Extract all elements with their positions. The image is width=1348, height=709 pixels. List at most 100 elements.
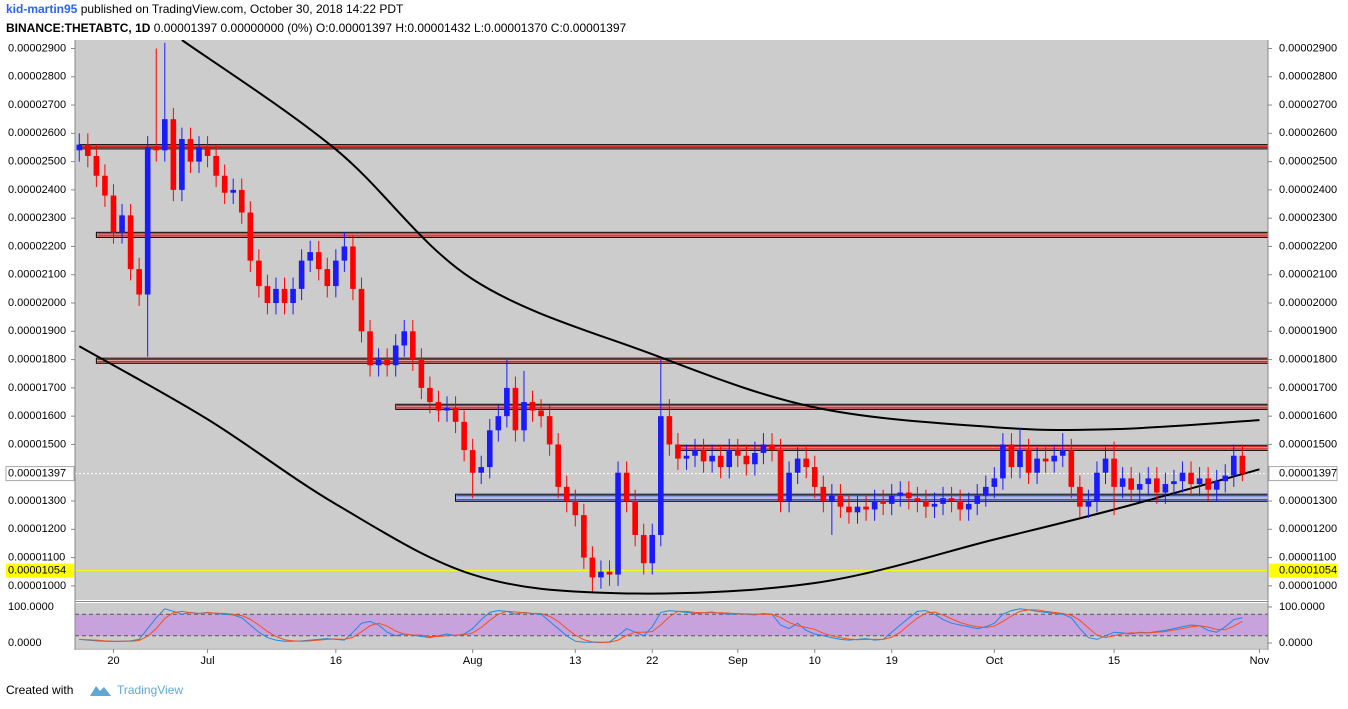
x-tick-label: Nov [1250, 655, 1270, 667]
candle-body [1196, 478, 1203, 485]
candle-body [1051, 455, 1058, 462]
candle-body [1068, 450, 1075, 487]
y-tick-label-right: 0.00001200 [1279, 523, 1337, 535]
candle-body [410, 331, 416, 360]
candle-body [418, 359, 425, 388]
candle-body [247, 212, 254, 261]
candle-body [529, 402, 536, 411]
zone [95, 357, 1268, 364]
y-tick-label-right: 0.00002500 [1279, 156, 1337, 168]
y-tick-label-right: 0.00002100 [1279, 269, 1337, 281]
y-tick-label: 0.00001200 [8, 523, 66, 535]
candle-body [709, 455, 715, 462]
y-tick-label-right: 0.00002400 [1279, 184, 1337, 196]
candle-body [1034, 458, 1040, 473]
level-label-box [1269, 563, 1337, 578]
candle-body [461, 421, 467, 451]
candle-body [350, 246, 356, 289]
candle-body [991, 478, 998, 487]
candle-body [615, 472, 621, 575]
candle-body [863, 506, 869, 510]
candle-body [213, 155, 219, 176]
candle-body [1042, 458, 1049, 462]
candle-body [811, 467, 818, 487]
candle-body [384, 359, 390, 366]
candle-body [974, 495, 981, 504]
y-tick-label: 0.00001300 [8, 495, 66, 507]
candle-body [204, 147, 211, 156]
candle-body [1000, 444, 1006, 479]
candle-body [238, 189, 245, 213]
candle-body [427, 387, 433, 403]
candle-body [1085, 501, 1092, 507]
logo [90, 686, 111, 696]
candle-body [452, 407, 459, 422]
y-tick-label-right: 0.00002900 [1279, 42, 1337, 54]
candle-body [880, 501, 886, 504]
candle-body [726, 450, 733, 468]
footer-brand: TradingView [117, 683, 183, 697]
candle-body [940, 498, 946, 504]
y-tick-label: 0.00002300 [8, 212, 66, 224]
y-tick-label: 0.00002600 [8, 127, 66, 139]
header-line: kid-martin95 published on TradingView.co… [6, 2, 404, 16]
candle-body [1162, 484, 1169, 493]
x-tick-label: 22 [646, 655, 658, 667]
candle-body [666, 416, 673, 445]
candle-body [93, 155, 100, 176]
zone [455, 493, 1268, 502]
zone [395, 403, 1268, 410]
candle-body [837, 495, 844, 507]
osc-tick-label: 0.0000 [8, 637, 42, 649]
last-price-box [1268, 466, 1338, 482]
candle-body [1205, 478, 1211, 490]
candle-body [854, 506, 861, 513]
candle-body [598, 571, 604, 578]
candle-body [777, 450, 784, 502]
candle-body [965, 503, 972, 510]
candle-body [1171, 481, 1177, 485]
candle-body [298, 260, 305, 289]
x-tick-label: 16 [330, 655, 342, 667]
candle-body [786, 472, 792, 502]
y-tick-label: 0.00002900 [8, 42, 66, 54]
osc-line [79, 609, 1243, 643]
last-price-label: 0.00001397 [8, 467, 66, 479]
y-tick-label: 0.00001100 [8, 551, 65, 563]
published: published on TradingView.com, October 30… [77, 2, 404, 16]
x-tick-label: 13 [569, 655, 581, 667]
candle-body [897, 492, 904, 496]
y-tick-label-right: 0.00002800 [1279, 71, 1337, 83]
candle-body [546, 416, 553, 445]
y-tick-label: 0.00002100 [8, 269, 66, 281]
candle-body [76, 144, 83, 151]
candle-body [914, 498, 921, 502]
y-tick-label-right: 0.00002000 [1279, 297, 1337, 309]
candle-body [401, 331, 408, 346]
candle-body [948, 498, 955, 502]
candle-body [521, 402, 527, 431]
candle-body [931, 503, 938, 507]
candle-body [906, 492, 912, 499]
y-tick-label-right: 0.00001800 [1279, 354, 1337, 366]
last-price-label: 0.00001397 [1279, 467, 1337, 479]
candle-body [555, 444, 561, 487]
level-label-box [6, 563, 74, 578]
candle-body [538, 410, 544, 417]
candle-body [367, 331, 373, 366]
footer-text: Created with [6, 683, 73, 697]
candle-body [170, 119, 177, 190]
candle-body [256, 260, 262, 287]
y-tick-label-right: 0.00001900 [1279, 325, 1337, 337]
candle-body [888, 495, 895, 504]
y-tick-label: 0.00001900 [8, 325, 66, 337]
y-tick-label: 0.00001000 [8, 580, 66, 592]
y-tick-label: 0.00001600 [8, 410, 66, 422]
osc-tick-label: 100.0000 [8, 601, 54, 613]
osc-band [75, 614, 1268, 636]
quote: 0.00001397 0.00000000 (0%) O:0.00001397 … [150, 21, 626, 35]
oscillator-layer [75, 608, 1268, 644]
candle-body [1128, 478, 1134, 490]
osc-line [79, 608, 1243, 644]
x-tick-label: 19 [886, 655, 898, 667]
